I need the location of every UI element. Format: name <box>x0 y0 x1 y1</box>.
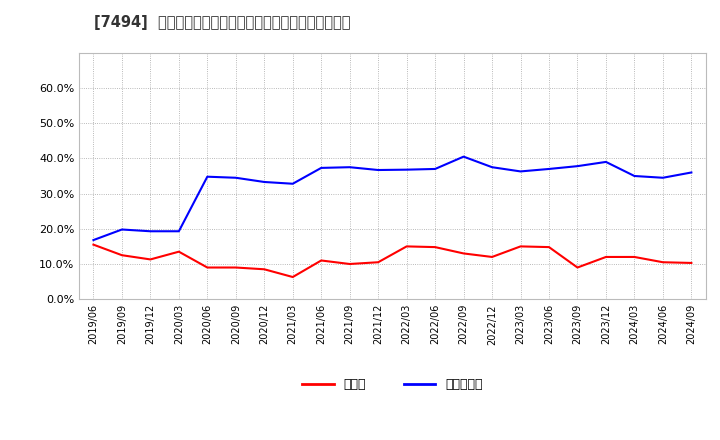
Text: [7494]  現預金、有利子負債の総資産に対する比率の推移: [7494] 現預金、有利子負債の総資産に対する比率の推移 <box>94 15 350 30</box>
Legend: 現預金, 有利子負債: 現預金, 有利子負債 <box>297 374 487 396</box>
